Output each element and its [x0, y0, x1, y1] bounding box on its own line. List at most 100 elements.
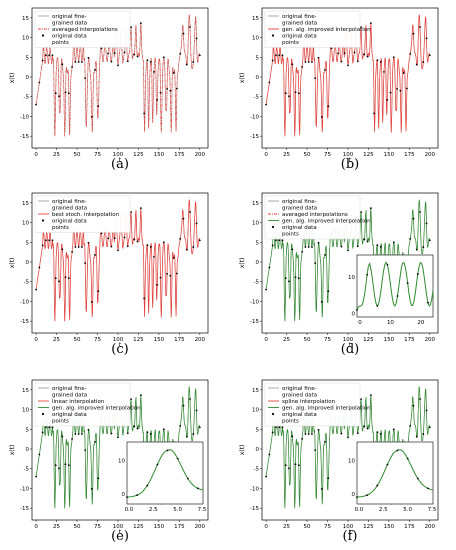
x-tick-label: 100: [113, 524, 124, 530]
x-tick-label: 150: [384, 337, 395, 343]
data-point: [146, 59, 149, 62]
legend-label: averaged interpolations: [52, 27, 118, 33]
data-point: [54, 92, 57, 95]
legend-label: original fine-: [282, 14, 317, 20]
x-tick-label: 50: [304, 524, 311, 530]
data-point: [281, 426, 284, 429]
data-point: [363, 53, 366, 56]
legend-label: points: [282, 419, 299, 425]
inset-data-point: [406, 282, 409, 285]
x-tick-label: 125: [363, 524, 374, 530]
data-point: [71, 65, 74, 68]
y-tick-label: -10: [20, 299, 29, 305]
y-tick-label: -10: [250, 486, 259, 492]
x-tick-label: 25: [283, 524, 290, 530]
data-point: [366, 427, 369, 430]
data-point: [405, 87, 408, 90]
y-tick-label: 0: [26, 260, 30, 266]
x-tick-label: 25: [53, 337, 60, 343]
data-point: [71, 250, 74, 253]
x-tick-label: 175: [174, 524, 185, 530]
chart-panel: 0 25 50 75 100 125 150 175 200 -15 -10 -5 0 5 10 15 t x(t…: [239, 7, 439, 172]
legend-label: gen. alg. improved interpolation: [282, 219, 371, 225]
y-tick-label: 5: [256, 427, 260, 433]
data-point: [38, 266, 41, 269]
data-point: [415, 248, 418, 251]
data-point: [48, 54, 51, 57]
y-tick-label: -15: [250, 134, 259, 140]
y-tick-label: 10: [252, 36, 259, 42]
axes-frame: [31, 379, 209, 521]
data-point: [363, 425, 366, 428]
data-point: [172, 72, 175, 74]
data-point: [45, 54, 47, 57]
data-point: [425, 409, 428, 412]
legend-label: points: [282, 40, 299, 46]
x-tick-label: 200: [425, 152, 436, 158]
data-point: [422, 433, 425, 435]
data-point: [304, 246, 307, 248]
x-tick-label: 200: [195, 152, 206, 158]
y-tick-label: 15: [252, 388, 259, 394]
data-point: [389, 91, 392, 94]
data-point: [307, 433, 310, 435]
data-point: [402, 72, 405, 74]
x-tick-label: 175: [404, 152, 415, 158]
inset-x-tick-label: 20: [417, 320, 424, 326]
data-point: [54, 277, 57, 280]
y-tick-label: 15: [252, 201, 259, 207]
data-point: [330, 47, 333, 50]
x-tick-label: 125: [363, 337, 374, 343]
data-point: [268, 266, 271, 269]
inset-x-tick-label: 10: [387, 320, 394, 326]
data-point: [192, 246, 195, 248]
y-tick-label: 0: [26, 447, 30, 453]
x-tick-label: 100: [113, 337, 124, 343]
legend-label: original data: [52, 412, 87, 418]
legend-label: original fine-: [52, 386, 87, 392]
data-point: [45, 426, 47, 429]
data-point: [425, 37, 428, 40]
legend-box: [34, 10, 131, 48]
inset-data-point: [366, 494, 369, 497]
data-point: [369, 394, 372, 397]
data-point: [265, 103, 267, 106]
data-point: [369, 207, 372, 210]
x-tick-label: 0: [264, 524, 268, 530]
data-point: [392, 56, 395, 59]
data-point: [67, 464, 70, 467]
x-tick-label: 50: [74, 152, 81, 158]
legend-label: grained data: [52, 393, 87, 399]
inset-data-point: [356, 309, 358, 311]
data-point: [317, 56, 320, 59]
inset-data-point: [156, 463, 159, 466]
x-tick-label: 100: [343, 524, 354, 530]
data-point: [48, 426, 51, 429]
data-point: [311, 61, 313, 63]
x-tick-label: 0: [34, 337, 38, 343]
data-point: [107, 237, 110, 240]
data-point: [100, 47, 103, 50]
x-tick-label: 25: [283, 337, 290, 343]
axes-frame: [261, 192, 439, 334]
data-point: [311, 433, 313, 435]
x-tick-label: 75: [324, 152, 331, 158]
data-point: [278, 239, 281, 242]
data-point: [192, 61, 195, 63]
x-tick-label: 150: [154, 337, 165, 343]
data-point: [376, 431, 379, 434]
inset-x-tick-label: 2.5: [379, 507, 388, 513]
x-tick-label: 50: [74, 524, 81, 530]
data-point: [64, 463, 67, 466]
y-tick-label: -10: [20, 486, 29, 492]
data-point: [162, 241, 165, 244]
legend-box: [264, 10, 361, 48]
data-point: [97, 105, 100, 108]
legend-label: gen. alg. improved interpolation: [52, 406, 141, 412]
data-point: [294, 463, 297, 466]
y-tick-label: -10: [250, 114, 259, 120]
legend-label: original fine-: [282, 199, 317, 205]
x-axis-label: t: [349, 342, 352, 349]
x-tick-label: 125: [133, 152, 144, 158]
data-point: [271, 431, 274, 434]
